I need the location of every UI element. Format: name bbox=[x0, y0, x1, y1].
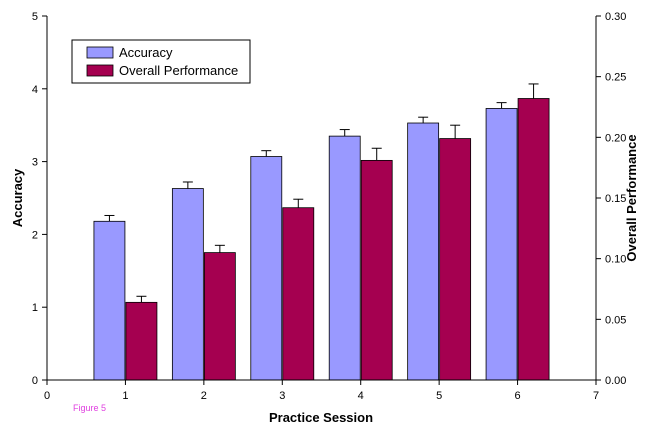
x-tick-label: 4 bbox=[358, 390, 364, 402]
error-bars-layer bbox=[104, 83, 539, 303]
y2-tick-label: 0.30 bbox=[605, 11, 626, 23]
y2-axis-title: Overall Performance bbox=[624, 134, 639, 261]
bar-overall-performance bbox=[439, 138, 472, 381]
y2-tick-label: 0.05 bbox=[605, 314, 626, 326]
bar-accuracy bbox=[93, 220, 126, 381]
bar-overall-performance bbox=[125, 301, 158, 381]
bar-accuracy bbox=[250, 156, 283, 381]
bar-overall-performance bbox=[203, 252, 236, 381]
y2-tick-label: 0.15 bbox=[605, 193, 626, 205]
figure-caption: Figure 5 bbox=[73, 403, 106, 413]
legend-label-accuracy: Accuracy bbox=[119, 45, 173, 60]
y2-ticks: 0.00 0.05 0.10 0.15 0.20 0.25 0.30 bbox=[596, 11, 626, 387]
legend-label-overall-performance: Overall Performance bbox=[119, 63, 238, 78]
bar-overall-performance bbox=[517, 98, 550, 381]
x-tick-label: 1 bbox=[122, 390, 128, 402]
x-tick-label: 7 bbox=[593, 390, 599, 402]
y2-tick-label: 0.25 bbox=[605, 72, 626, 84]
x-axis-title: Practice Session bbox=[269, 410, 373, 424]
bar-accuracy bbox=[485, 108, 518, 381]
legend: Accuracy Overall Performance bbox=[71, 39, 251, 84]
bar-accuracy bbox=[407, 122, 440, 381]
x-tick-label: 6 bbox=[515, 390, 521, 402]
y-axis-title: Accuracy bbox=[10, 168, 25, 227]
y2-tick-label: 0.20 bbox=[605, 132, 626, 144]
y-tick-label: 2 bbox=[32, 229, 38, 241]
legend-swatch-overall-performance bbox=[86, 64, 114, 77]
bar-accuracy bbox=[328, 135, 361, 381]
x-ticks: 0 1 2 3 4 5 6 7 bbox=[44, 380, 599, 402]
bar-accuracy bbox=[171, 188, 204, 381]
y-tick-label: 3 bbox=[32, 157, 38, 169]
x-tick-label: 2 bbox=[201, 390, 207, 402]
legend-swatch-accuracy bbox=[86, 46, 114, 59]
bar-overall-performance bbox=[282, 207, 315, 381]
y2-tick-label: 0.00 bbox=[605, 375, 626, 387]
x-tick-label: 0 bbox=[44, 390, 50, 402]
y2-tick-label: 0.10 bbox=[605, 254, 626, 266]
x-tick-label: 3 bbox=[279, 390, 285, 402]
bar-overall-performance bbox=[360, 159, 393, 381]
y-tick-label: 4 bbox=[32, 84, 38, 96]
y-tick-label: 5 bbox=[32, 11, 38, 23]
y-tick-label: 0 bbox=[32, 375, 38, 387]
x-tick-label: 5 bbox=[436, 390, 442, 402]
bars-layer bbox=[93, 98, 550, 381]
y-ticks: 0 1 2 3 4 5 bbox=[32, 11, 47, 387]
y-tick-label: 1 bbox=[32, 302, 38, 314]
